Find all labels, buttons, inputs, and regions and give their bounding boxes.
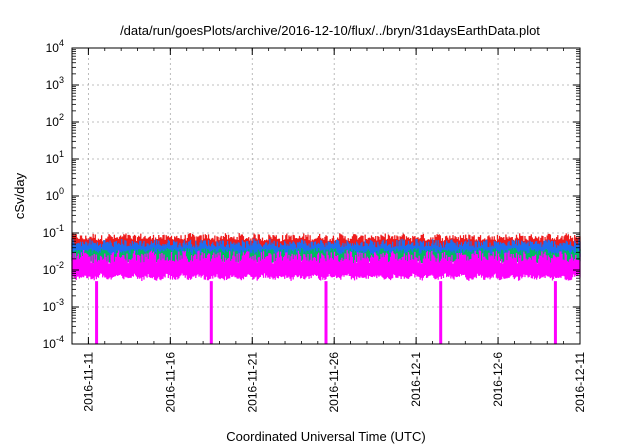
y-tick-label: 103 bbox=[46, 75, 64, 92]
dropout-spike bbox=[209, 281, 213, 344]
dropout-spike bbox=[553, 281, 557, 344]
dropout-spike bbox=[95, 281, 99, 344]
dropout-spike bbox=[324, 281, 328, 344]
y-tick-label: 101 bbox=[46, 149, 64, 166]
y-axis-label: cSv/day bbox=[12, 172, 27, 219]
x-axis: 2016-11-11 2016-11-16 2016-11-21 2016-11-26… bbox=[71, 48, 587, 413]
y-tick-label: 102 bbox=[46, 112, 64, 129]
x-axis-label: Coordinated Universal Time (UTC) bbox=[226, 429, 425, 444]
y-tick-label: 10-4 bbox=[43, 334, 64, 351]
x-tick-label: 2016-12-1 bbox=[409, 352, 423, 407]
x-tick-label: 2016-11-11 bbox=[81, 352, 95, 412]
y-axis: 10-4 10-3 10-2 10-1 100 101 102 103 104 bbox=[43, 38, 580, 351]
y-tick-label: 104 bbox=[46, 38, 64, 55]
y-tick-label: 10-2 bbox=[43, 260, 64, 277]
y-tick-label: 10-3 bbox=[43, 297, 64, 314]
x-tick-label: 2016-12-11 bbox=[573, 352, 587, 413]
y-tick-label: 10-1 bbox=[43, 223, 64, 240]
x-tick-label: 2016-12-6 bbox=[491, 352, 505, 407]
x-tick-label: 2016-11-16 bbox=[163, 352, 177, 413]
y-tick-label: 100 bbox=[46, 186, 64, 203]
grid bbox=[72, 48, 580, 344]
plot-area bbox=[71, 233, 581, 344]
x-tick-label: 2016-11-21 bbox=[245, 352, 259, 413]
chart-title: /data/run/goesPlots/archive/2016-12-10/f… bbox=[120, 23, 540, 38]
x-tick-label: 2016-11-26 bbox=[327, 352, 341, 413]
dropout-spike bbox=[439, 281, 443, 344]
